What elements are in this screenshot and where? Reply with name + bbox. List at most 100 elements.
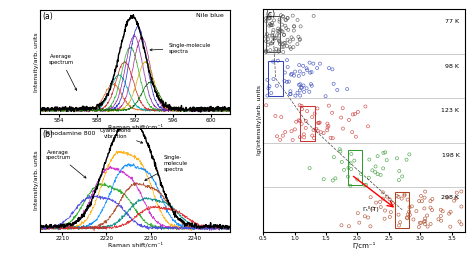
X-axis label: Raman shift/cm⁻¹: Raman shift/cm⁻¹ — [108, 124, 163, 130]
Point — [269, 59, 277, 63]
Point — [366, 224, 374, 228]
Point — [281, 79, 288, 83]
Point — [364, 216, 372, 220]
Point — [345, 166, 352, 170]
Point — [288, 72, 296, 76]
Point — [383, 195, 391, 199]
Point — [306, 90, 313, 94]
Point — [421, 219, 429, 223]
Point — [438, 219, 445, 223]
Point — [374, 154, 382, 158]
Text: 123 K: 123 K — [441, 108, 459, 113]
Point — [343, 87, 351, 91]
Point — [325, 66, 333, 70]
Point — [263, 35, 270, 39]
Point — [311, 111, 319, 115]
Point — [303, 109, 311, 113]
Point — [279, 15, 287, 19]
Point — [393, 194, 401, 198]
Point — [295, 74, 302, 78]
Point — [303, 86, 310, 90]
Point — [456, 220, 463, 224]
Point — [361, 183, 368, 187]
Point — [286, 92, 294, 96]
Point — [294, 18, 301, 22]
Point — [347, 167, 355, 171]
Point — [277, 13, 285, 17]
Point — [267, 23, 275, 27]
Point — [403, 216, 411, 220]
Point — [354, 177, 361, 182]
Point — [275, 39, 283, 43]
Point — [379, 197, 387, 201]
Point — [295, 35, 302, 39]
Point — [308, 70, 315, 74]
Point — [314, 129, 321, 133]
Point — [398, 174, 406, 178]
Point — [324, 125, 331, 130]
Point — [336, 147, 344, 151]
Point — [405, 210, 413, 214]
Point — [271, 36, 279, 40]
Point — [268, 21, 276, 25]
Point — [406, 213, 414, 217]
Text: (a): (a) — [42, 12, 53, 21]
Point — [327, 136, 335, 140]
Point — [428, 208, 436, 212]
Point — [279, 134, 287, 138]
Point — [296, 135, 304, 139]
Point — [344, 175, 352, 179]
Point — [275, 30, 283, 34]
Point — [287, 47, 294, 51]
Point — [289, 37, 297, 41]
Point — [417, 194, 425, 198]
Point — [406, 152, 413, 156]
Point — [298, 107, 306, 111]
Point — [337, 149, 344, 153]
Y-axis label: lg(intensity)/arb. units: lg(intensity)/arb. units — [257, 85, 262, 155]
Point — [328, 111, 336, 115]
Point — [309, 134, 316, 138]
Point — [286, 39, 294, 44]
Point — [314, 121, 322, 125]
Point — [263, 16, 270, 20]
Point — [284, 65, 292, 69]
Point — [263, 32, 271, 36]
Point — [310, 128, 317, 132]
Point — [284, 28, 292, 32]
Point — [369, 206, 376, 210]
Point — [421, 217, 429, 221]
Point — [457, 189, 465, 194]
Point — [278, 29, 285, 33]
Point — [457, 205, 465, 209]
Point — [339, 126, 346, 131]
Point — [365, 176, 373, 180]
Point — [457, 222, 465, 226]
Point — [300, 132, 308, 136]
Point — [401, 194, 408, 198]
Point — [265, 24, 273, 28]
Point — [309, 115, 316, 119]
Point — [351, 112, 359, 116]
Point — [408, 204, 416, 208]
Point — [283, 80, 291, 84]
Point — [328, 67, 336, 71]
Point — [298, 86, 306, 90]
Point — [296, 88, 304, 92]
Point — [381, 217, 388, 221]
Point — [428, 197, 436, 201]
Point — [284, 16, 292, 20]
Point — [427, 199, 434, 203]
Point — [295, 63, 303, 67]
Point — [283, 26, 290, 30]
Point — [412, 209, 420, 213]
Point — [286, 45, 294, 49]
Point — [263, 19, 270, 23]
Point — [288, 35, 295, 39]
Point — [300, 83, 307, 88]
Point — [315, 121, 323, 125]
Point — [340, 168, 348, 172]
Point — [296, 82, 304, 86]
Point — [310, 61, 317, 66]
Point — [317, 130, 325, 134]
